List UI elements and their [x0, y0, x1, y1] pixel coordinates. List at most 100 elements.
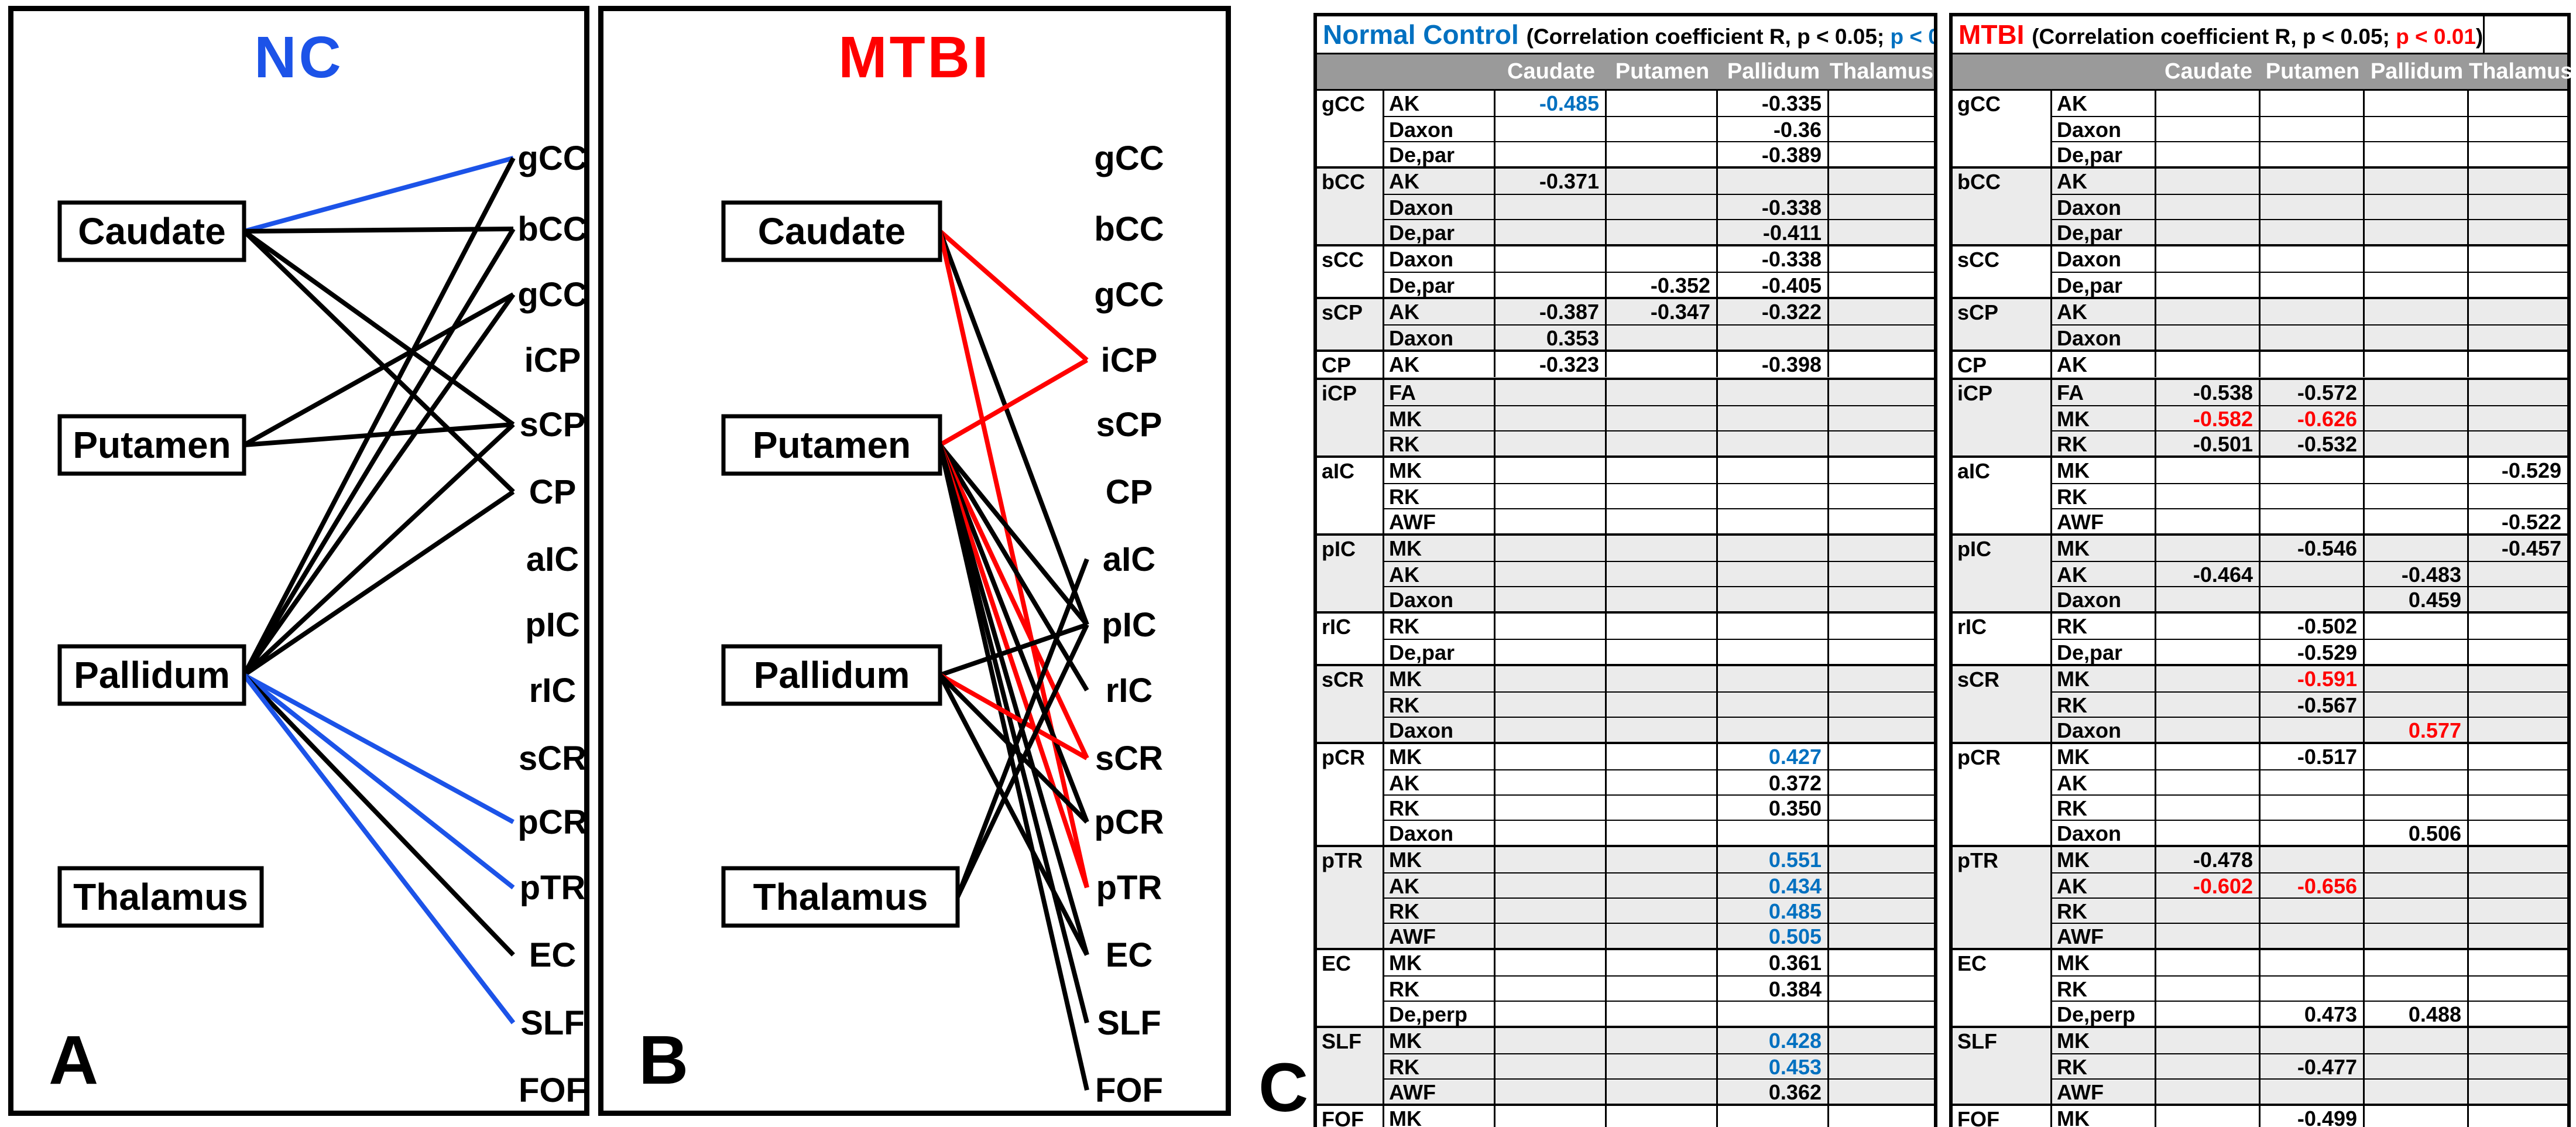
value-cell	[2469, 718, 2567, 742]
metric-cell: RK	[1384, 899, 1495, 923]
target-label-gCC3: gCC	[1094, 276, 1164, 314]
value-cell	[2261, 718, 2365, 742]
value-cell	[2469, 299, 2567, 324]
table-title: MTBI (Correlation coefficient R, p < 0.0…	[1953, 16, 2567, 54]
value-cell	[1495, 899, 1607, 923]
value-cell	[1829, 1080, 1934, 1104]
table-row: Daxon 0.506	[2052, 820, 2567, 845]
value-cell	[1607, 380, 1718, 405]
tract-cell: gCC	[1953, 91, 2052, 166]
value-cell	[1718, 666, 1829, 691]
target-label-gCC1: gCC	[1094, 139, 1164, 177]
value-cell	[2261, 91, 2365, 116]
table-row: RK -0.567	[2052, 691, 2567, 717]
table-row: Daxon	[2052, 324, 2567, 350]
tract-cell: pCR	[1953, 744, 2052, 845]
value-cell	[1718, 614, 1829, 639]
value-cell	[2261, 117, 2365, 141]
value-cell	[1829, 873, 1934, 898]
metric-cell: AK	[1384, 91, 1495, 116]
edge-line-Pallidum-EC	[242, 673, 515, 957]
mtbi-title: MTBI	[838, 25, 991, 90]
target-label-pIC: pIC	[525, 606, 579, 644]
value-cell	[2156, 536, 2261, 561]
value-cell: 0.488	[2365, 1002, 2469, 1026]
metric-cell: MK	[2052, 1106, 2156, 1127]
value-cell	[2261, 562, 2365, 586]
metric-cell: Daxon	[1384, 117, 1495, 142]
target-label-gCC3: gCC	[517, 276, 584, 314]
value-cell	[2365, 899, 2469, 923]
table-title-segment: (Correlation coefficient R, p < 0.05;	[1526, 25, 1891, 49]
node-box-Putamen	[721, 414, 942, 476]
edge-line-Pallidum-gCC3	[242, 293, 516, 677]
value-cell	[1829, 431, 1934, 455]
value-cell: 0.473	[2261, 1002, 2365, 1026]
metric-cell: RK	[1384, 1054, 1495, 1079]
tract-cell: iCP	[1953, 380, 2052, 455]
tract-cell: bCC	[1317, 169, 1384, 244]
value-cell	[2469, 169, 2567, 194]
value-cell: 0.505	[1718, 924, 1829, 948]
table-row: RK	[1384, 614, 1934, 639]
value-cell	[2365, 484, 2469, 508]
table-row: AWF	[1384, 508, 1934, 534]
tract-group-sCR: sCR MK -0.591 RK -0.567 Daxon 0.577	[1953, 664, 2567, 742]
edge-line-Pallidum-sCR	[939, 673, 1088, 761]
value-cell	[1607, 977, 1718, 1001]
node-box-Pallidum	[57, 644, 246, 706]
value-cell	[1607, 796, 1718, 820]
tract-group-iCP: iCP FA MK RK	[1317, 378, 1934, 456]
value-cell: -0.323	[1495, 352, 1607, 377]
table-row: RK 0.485	[1384, 898, 1934, 923]
value-cell: 0.372	[1718, 770, 1829, 795]
metric-cell: Daxon	[1384, 587, 1495, 612]
table-row: MK	[1384, 536, 1934, 561]
table-title-segment: p < 0.01	[1890, 25, 1934, 49]
value-cell	[1607, 1080, 1718, 1104]
table-row: Daxon -0.338	[1384, 194, 1934, 220]
value-cell	[2156, 950, 2261, 975]
value-cell	[2365, 950, 2469, 975]
edge-line-Pallidum-pIC	[939, 622, 1088, 677]
value-cell	[1718, 693, 1829, 717]
metric-cell: AWF	[2052, 1080, 2156, 1104]
table-row: De,perp 0.473 0.488	[2052, 1001, 2567, 1026]
value-cell	[2156, 1054, 2261, 1078]
table-row: RK 0.384	[1384, 975, 1934, 1001]
value-cell	[2469, 847, 2567, 872]
value-cell	[1495, 693, 1607, 717]
value-cell: -0.411	[1718, 220, 1829, 245]
tract-group-sCP: sCP AK -0.387 -0.347 -0.322 Daxon 0.353	[1317, 297, 1934, 350]
value-cell	[1829, 640, 1934, 664]
value-cell	[1607, 246, 1718, 272]
edge-line-Pallidum-sCP	[242, 423, 515, 677]
value-cell	[2365, 326, 2469, 350]
value-cell	[2156, 718, 2261, 742]
value-cell	[1829, 562, 1934, 586]
value-cell: -0.582	[2156, 406, 2261, 431]
value-cell: -0.477	[2261, 1054, 2365, 1079]
table-row: AWF	[2052, 923, 2567, 948]
node-label-Caudate: Caudate	[758, 210, 906, 252]
value-cell	[2365, 352, 2469, 377]
value-cell	[1829, 924, 1934, 948]
value-cell: 0.577	[2365, 718, 2469, 742]
table-header-row: Caudate Putamen Pallidum Thalamus	[1317, 54, 1934, 91]
metric-cell: AWF	[2052, 924, 2156, 948]
value-cell	[2469, 273, 2567, 297]
value-cell: -0.591	[2261, 666, 2365, 691]
value-cell	[2156, 169, 2261, 194]
value-cell	[2469, 614, 2567, 639]
tract-group-bCC: bCC AK Daxon De,par	[1953, 166, 2567, 245]
target-label-bCC: bCC	[1094, 210, 1164, 248]
value-cell	[1829, 1028, 1934, 1053]
value-cell	[1829, 536, 1934, 561]
value-cell	[1829, 821, 1934, 845]
value-cell	[1718, 1002, 1829, 1026]
value-cell	[1495, 246, 1607, 272]
metric-cell: MK	[1384, 1028, 1495, 1053]
table-row: RK -0.477	[2052, 1053, 2567, 1079]
table-title-segment: Normal Control	[1323, 19, 1527, 50]
tract-cell: EC	[1953, 950, 2052, 1026]
